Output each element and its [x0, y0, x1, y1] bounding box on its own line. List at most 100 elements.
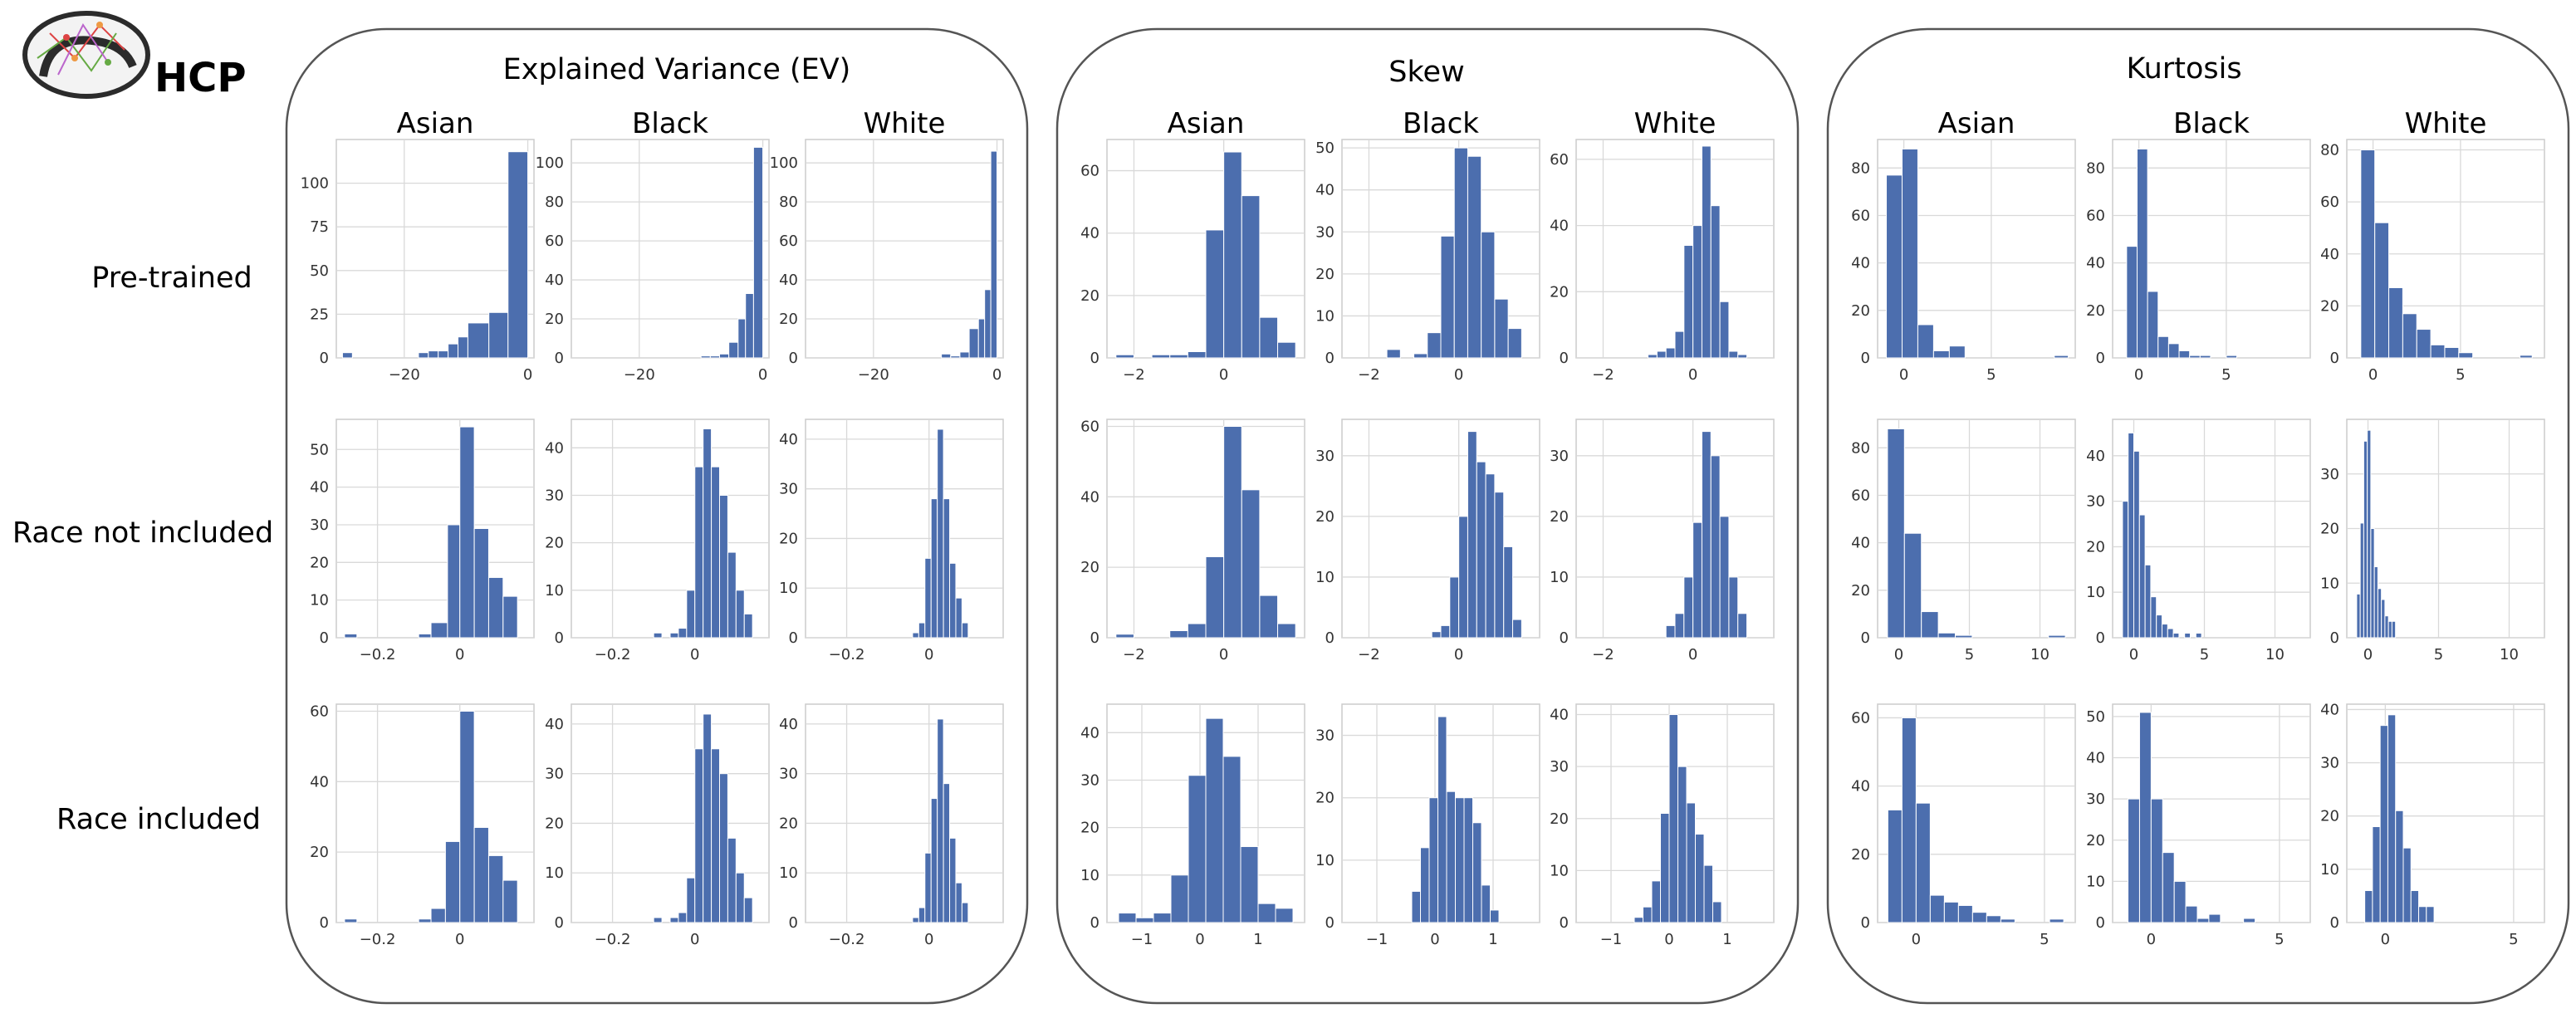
histogram-bar [1494, 298, 1509, 359]
histogram-bar [1971, 912, 1987, 923]
y-tick-label: 20 [1550, 283, 1569, 301]
histogram-bar [2195, 633, 2202, 639]
histogram-bar [1428, 797, 1438, 923]
histogram-bar [1643, 906, 1653, 923]
y-tick-label: 20 [779, 311, 798, 328]
histogram-panel: 0 20 40 60 80 100 −20 0 [536, 139, 770, 384]
y-tick-label: 60 [1080, 418, 1099, 435]
histogram-bar [1712, 901, 1722, 923]
y-tick-label: 20 [1550, 810, 1569, 828]
x-tick-label: 0 [1912, 931, 1921, 948]
y-tick-label: 0 [1861, 629, 1870, 647]
group-frame-ev [285, 27, 1029, 1005]
y-tick-label: 20 [310, 844, 329, 861]
histogram-bar [467, 322, 490, 359]
histogram-bar [1507, 328, 1522, 359]
row-label-race-not-included: Race not included [12, 516, 273, 550]
histogram-bar [1692, 225, 1702, 359]
histogram-bar [1135, 917, 1154, 923]
histogram-bar [2156, 614, 2162, 639]
histogram-bar [1701, 145, 1712, 359]
x-tick-label: 0 [1454, 366, 1463, 384]
histogram-bar [487, 854, 504, 923]
y-tick-label: 0 [1325, 350, 1335, 367]
histogram-bar [1719, 301, 1730, 359]
x-tick-label: −1 [1131, 931, 1153, 948]
histogram-bar [1420, 847, 1430, 923]
histogram-bar [735, 590, 745, 639]
histogram-bar [2150, 596, 2157, 639]
y-tick-label: 20 [779, 815, 798, 832]
histogram-bar [2128, 432, 2134, 639]
y-tick-label: 0 [2096, 914, 2105, 932]
histogram-bar [1205, 229, 1225, 359]
histogram-bar [1187, 623, 1207, 639]
histogram-bar [737, 318, 747, 359]
y-tick-label: 30 [545, 487, 564, 504]
y-tick-label: 10 [2320, 861, 2339, 879]
histogram-bar [1683, 245, 1694, 359]
plot-frame [805, 703, 1004, 923]
histogram-bar [1411, 890, 1421, 923]
histogram-bar [990, 150, 998, 359]
y-tick-label: 80 [1851, 159, 1870, 177]
y-tick-label: 40 [1080, 488, 1099, 506]
histogram-bar [2387, 620, 2392, 639]
histogram-bar [438, 350, 449, 359]
histogram-bar [2410, 890, 2420, 923]
x-tick-label: −2 [1592, 366, 1614, 384]
histogram-bar [2196, 918, 2210, 923]
histogram-bar [727, 551, 737, 639]
histogram-bar [2147, 291, 2159, 359]
x-tick-label: 0 [1430, 931, 1439, 948]
histogram-bar [1259, 595, 1279, 639]
y-tick-label: 40 [779, 272, 798, 289]
histogram-bar [2430, 344, 2446, 359]
histogram-bar [719, 494, 728, 639]
y-tick-label: 80 [779, 193, 798, 211]
histogram-bar [2144, 564, 2152, 639]
histogram-bar [2418, 906, 2427, 923]
y-tick-label: 30 [2320, 466, 2339, 483]
histogram-bar [1187, 350, 1207, 359]
histogram-bar [2359, 522, 2364, 639]
plot-frame [1575, 419, 1775, 639]
y-tick-label: 40 [545, 439, 564, 457]
histogram-panel: 0 10 20 30 40 0 5 10 [2086, 419, 2311, 663]
y-tick-label: 30 [2320, 755, 2339, 772]
histogram-bar [1937, 632, 1956, 639]
plot-frame [571, 139, 770, 359]
histogram-panel: 0 20 40 60 0 5 [1851, 703, 2076, 948]
histogram-bar [1115, 354, 1134, 359]
y-tick-label: 0 [789, 914, 798, 932]
histogram-panel: 0 20 40 60 80 0 5 10 [1851, 419, 2076, 663]
y-tick-label: 20 [1080, 559, 1099, 576]
y-tick-label: 10 [545, 864, 564, 882]
histogram-bar [1222, 756, 1241, 923]
y-tick-label: 0 [1325, 629, 1335, 647]
histogram-bar [1455, 797, 1465, 923]
histogram-bar [1440, 235, 1455, 359]
x-tick-label: 0 [924, 646, 933, 663]
y-tick-label: 40 [1851, 255, 1870, 272]
y-tick-label: 40 [1851, 535, 1870, 552]
histogram-bar [1277, 341, 1296, 359]
y-tick-label: 10 [2320, 575, 2339, 592]
x-tick-label: 0 [992, 366, 1002, 384]
histogram-bar [502, 879, 518, 923]
histogram-bar [1710, 455, 1721, 639]
y-tick-label: 0 [1090, 350, 1099, 367]
y-tick-label: 10 [1080, 867, 1099, 884]
y-tick-label: 20 [1315, 790, 1335, 807]
histogram-bar [1476, 461, 1486, 639]
histogram-bar [1241, 195, 1261, 359]
y-tick-label: 0 [1560, 629, 1569, 647]
y-tick-label: 40 [310, 479, 329, 497]
group-frame-kurtosis [1826, 27, 2570, 1005]
histogram-bar [1719, 516, 1730, 639]
y-tick-label: 40 [2086, 750, 2105, 767]
histogram-bar [2178, 350, 2191, 359]
histogram-bar [458, 336, 468, 359]
